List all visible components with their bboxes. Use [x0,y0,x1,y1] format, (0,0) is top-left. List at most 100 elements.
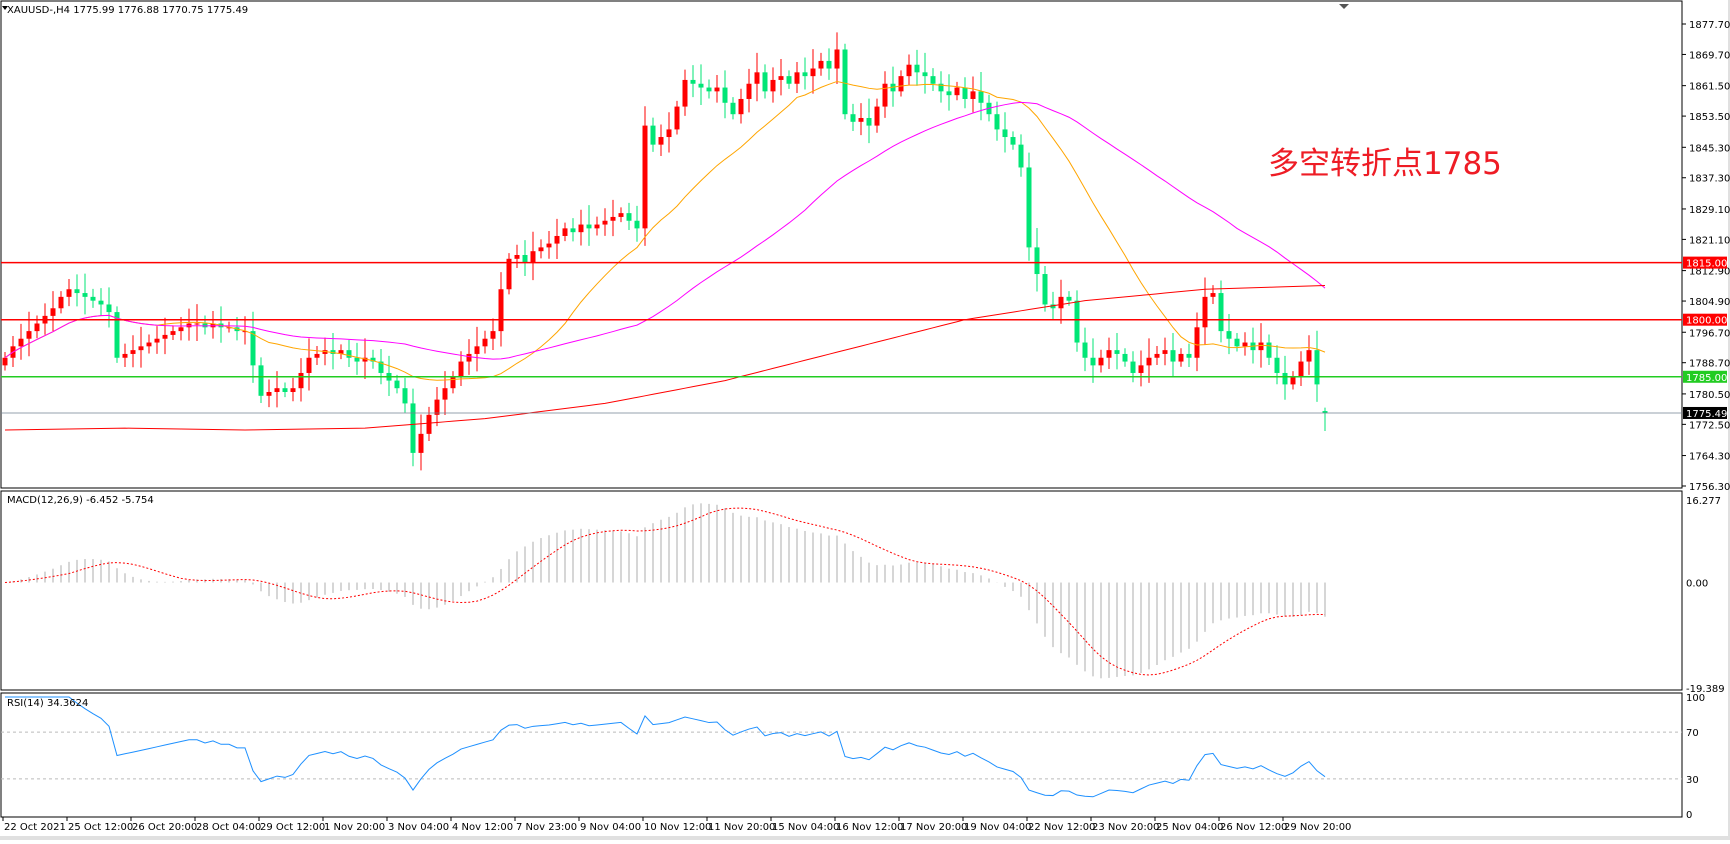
candle-body [578,224,584,233]
candle-body [1322,411,1328,413]
candle-body [130,350,136,354]
candle-body [858,117,864,122]
candle-body [1074,300,1080,343]
time-tick-label: 4 Nov 12:00 [452,822,513,833]
candle-body [1050,304,1056,309]
candle-body [706,87,712,92]
time-tick-label: 25 Nov 04:00 [1156,822,1223,833]
candle-body [26,331,32,339]
time-tick-label: 26 Nov 12:00 [1220,822,1287,833]
candle-body [866,117,872,126]
price-tick-label: 1764.30 [1689,452,1730,463]
candle-body [634,220,640,229]
candle-body [1026,167,1032,248]
candle-body [674,106,680,130]
price-tick-label: 1756.30 [1689,482,1730,493]
candle-body [810,68,816,77]
candle-body [970,91,976,99]
last-price-label: 1775.49 [1686,409,1727,420]
candle-body [1170,350,1176,362]
candle-body [730,102,736,115]
time-tick-label: 3 Nov 04:00 [388,822,449,833]
candle-body [474,346,480,354]
candle-body [2,357,8,366]
time-tick-label: 26 Oct 20:00 [132,822,197,833]
rsi-tick-label: 30 [1686,775,1699,786]
time-tick-label: 22 Nov 12:00 [1028,822,1095,833]
candle-body [1210,293,1216,297]
scroll-shift-marker-icon[interactable] [1339,4,1349,9]
candle-body [146,342,152,347]
candle-body [770,79,776,92]
candle-body [1162,350,1168,354]
price-tick-label: 1804.90 [1689,297,1730,308]
level-price-tag [1683,313,1727,326]
candle-body [1082,342,1088,358]
candle-body [442,388,448,400]
rsi-tick-label: 70 [1686,728,1699,739]
candle-body [450,376,456,389]
candle-body [82,293,88,297]
candle-body [1178,353,1184,362]
candle-body [946,91,952,96]
candle-body [818,60,824,69]
candle-body [1234,338,1240,347]
candle-body [1186,353,1192,358]
candle-body [1002,129,1008,138]
candle-body [434,399,440,415]
candle-body [306,357,312,373]
price-tick-label: 1829.10 [1689,205,1730,216]
candle-body [682,79,688,107]
candle-body [1282,372,1288,385]
candle-body [242,331,248,333]
bottom-edge [0,836,1730,840]
candle-body [50,308,56,316]
time-tick-label: 15 Nov 04:00 [772,822,839,833]
time-tick-label: 10 Nov 12:00 [644,822,711,833]
candle-body [194,323,200,325]
candle-body [290,388,296,393]
time-tick-label: 7 Nov 23:00 [516,822,577,833]
candle-body [98,300,104,305]
price-tick-label: 1869.70 [1689,50,1730,61]
candle-body [106,304,112,313]
candle-body [1010,137,1016,145]
macd-tick-label: 16.277 [1686,496,1721,507]
candle-body [594,224,600,229]
candle-body [410,403,416,453]
candle-body [74,289,80,294]
candle-body [602,220,608,225]
candle-body [338,350,344,354]
candle-body [58,296,64,309]
candle-body [762,72,768,92]
candle-body [138,346,144,351]
price-tick-label: 1845.30 [1689,143,1730,154]
rsi-title: RSI(14) 34.3624 [7,698,88,709]
candle-body [458,361,464,377]
candle-body [1242,342,1248,347]
time-tick-label: 11 Nov 20:00 [708,822,775,833]
candle-body [498,289,504,332]
candle-body [362,357,368,362]
candle-body [562,228,568,236]
candle-body [834,49,840,69]
candle-body [538,247,544,252]
candle-body [1066,296,1072,301]
candle-body [282,388,288,393]
candle-body [370,357,376,362]
macd-signal-line [4,507,1326,676]
candle-body [402,388,408,404]
candle-body [874,106,880,126]
candle-body [114,312,120,358]
candle-body [690,79,696,84]
candle-body [1090,357,1096,366]
candle-body [658,137,664,145]
price-tick-label: 1812.90 [1689,267,1730,278]
candle-body [426,414,432,434]
candle-body [898,76,904,92]
candle-body [418,433,424,453]
candle-body [522,255,528,263]
collapse-triangle-icon[interactable] [2,6,8,10]
